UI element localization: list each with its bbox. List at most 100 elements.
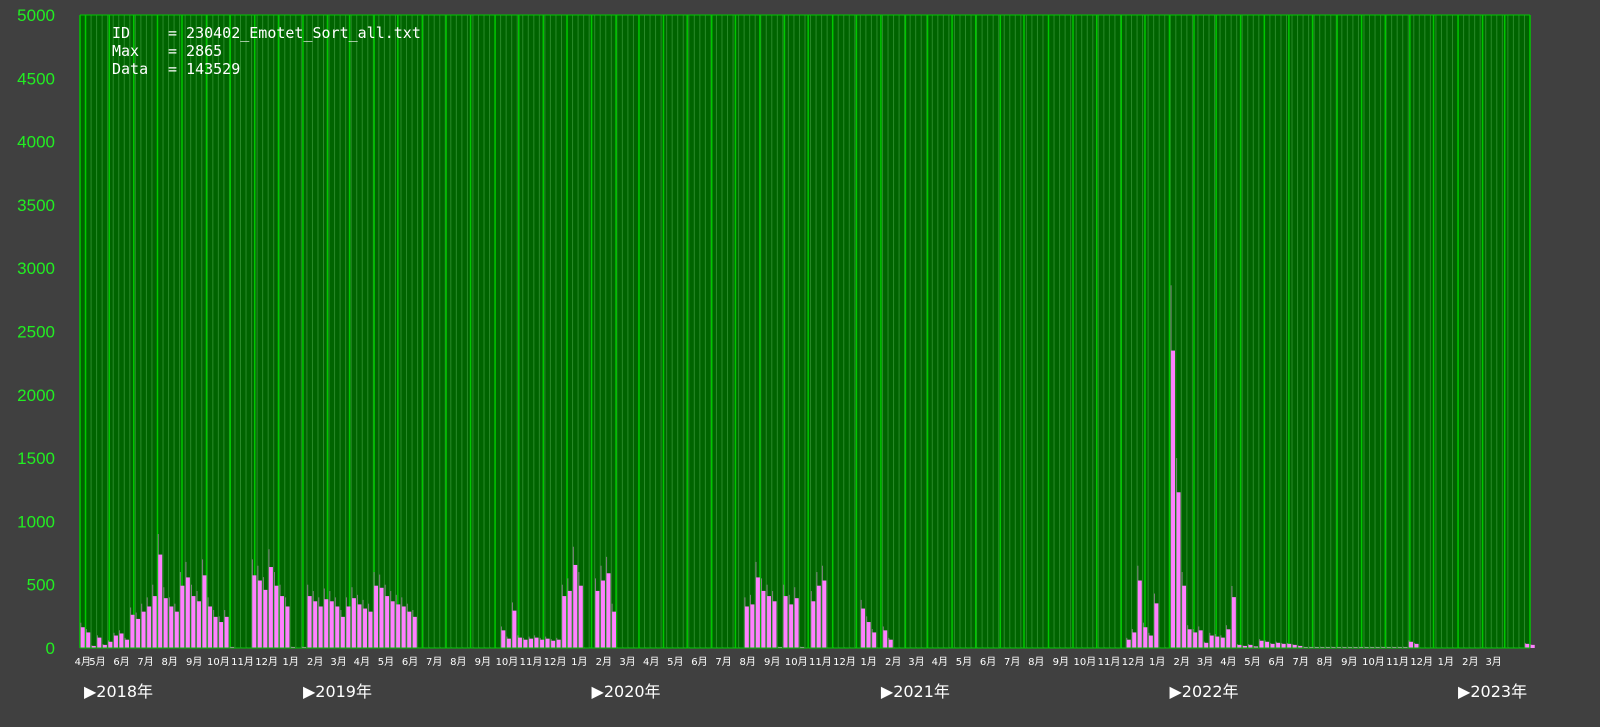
bar [562,596,567,648]
month-label: 2月 [307,656,323,668]
bar [540,639,545,648]
month-label: 9月 [1053,656,1069,668]
bar [152,596,157,648]
y-tick-label: 1500 [17,449,55,468]
bar [340,616,345,648]
year-labels: ▶2018年 ▶2019年 ▶2020年 ▶2021年 ▶2022年 ▶2023年 [84,682,1527,701]
info-max-label: Max [112,42,139,60]
bar [794,598,799,648]
bar [102,644,107,648]
bar [291,646,296,648]
month-label: 11月 [1098,656,1121,668]
bar [767,596,771,648]
bar [130,614,135,648]
bar [313,601,318,648]
bar [346,606,351,648]
bar [1276,642,1281,648]
month-label: 1月 [860,656,876,668]
month-label: 8月 [450,656,466,668]
month-label: 11月 [1386,656,1409,668]
bar [208,606,213,648]
bar [407,611,412,648]
month-label: 1月 [571,656,587,668]
bar [412,616,417,648]
bar [169,606,174,648]
bar [97,637,102,648]
bar [888,639,893,648]
bar [1386,646,1391,648]
bar [1359,646,1364,648]
month-label: 7月 [137,656,153,668]
bar [307,596,312,648]
y-tick-label: 5000 [17,6,55,25]
bar [213,616,218,648]
bar [1397,646,1402,648]
bar [1137,580,1142,648]
bar [551,640,556,648]
y-axis-ticks: 0 500 1000 1500 2000 2500 3000 3500 4000 4500 5000 [17,6,55,658]
bar [274,585,279,648]
bar [396,604,401,648]
month-label: 10月 [496,656,519,668]
bar [1198,630,1203,648]
bar [385,596,390,648]
month-label: 8月 [162,656,178,668]
month-label: 3月 [1485,656,1501,668]
bar [1265,641,1270,648]
bar [761,590,766,648]
y-tick-label: 2500 [17,323,55,342]
bar [1254,646,1259,648]
month-label: 6月 [1268,656,1284,668]
bar [1193,632,1198,648]
bar [601,580,605,648]
bar [174,611,179,648]
bar [125,639,130,648]
bar [390,601,395,648]
bar [1337,646,1342,648]
y-tick-label: 0 [46,639,55,658]
bar [1132,632,1137,648]
bar [1298,645,1303,648]
month-label: 4月 [643,656,659,668]
bar [1215,636,1220,648]
bar [191,596,196,648]
y-tick-label: 500 [27,576,55,595]
bar [772,601,777,648]
bar [523,639,528,648]
bar [1331,646,1336,648]
bar [556,639,561,648]
bar [1392,646,1397,648]
y-tick-label: 3500 [17,196,55,215]
bar [219,622,224,648]
month-label: 7月 [1293,656,1309,668]
bar [512,610,517,648]
month-label: 12月 [255,656,278,668]
month-label: 4月 [75,656,91,668]
month-label: 2月 [1174,656,1190,668]
bar [501,630,506,648]
bar [163,598,168,648]
bar [1375,646,1380,648]
month-label: 5月 [667,656,683,668]
bar [1281,643,1286,648]
bar [1320,646,1325,648]
bar [744,606,749,648]
bar [1231,597,1236,648]
bar [119,633,124,648]
bar [1126,639,1131,648]
info-id-label: ID [112,24,130,42]
month-label: 3月 [908,656,924,668]
year-label: ▶2023年 [1458,682,1527,701]
bar [1353,646,1358,648]
bar [1348,646,1353,648]
month-label: 3月 [619,656,635,668]
month-label: 8月 [1317,656,1333,668]
year-label: ▶2019年 [303,682,372,701]
month-label: 9月 [764,656,780,668]
bar [606,573,611,648]
bar [816,585,821,648]
bar [1314,646,1319,648]
bar [822,580,827,648]
